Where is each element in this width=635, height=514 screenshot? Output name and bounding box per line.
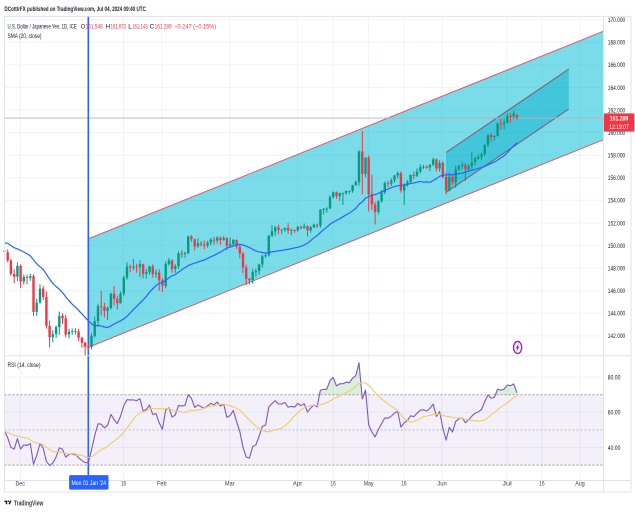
svg-text:H: H xyxy=(106,24,111,31)
svg-text:Mar: Mar xyxy=(225,480,235,487)
svg-text:161.673: 161.673 xyxy=(111,24,127,31)
svg-text:158.000: 158.000 xyxy=(608,153,626,160)
svg-text:161.289: 161.289 xyxy=(155,24,172,31)
svg-text:148.000: 148.000 xyxy=(608,265,626,272)
svg-text:DCottlrFX published on Trading: DCottlrFX published on TradingView.com, … xyxy=(4,6,146,13)
svg-text:160.000: 160.000 xyxy=(608,130,626,137)
svg-text:166.000: 166.000 xyxy=(608,62,626,69)
svg-text:40.00: 40.00 xyxy=(608,445,621,452)
svg-text:144.000: 144.000 xyxy=(608,311,626,318)
svg-text:Apr: Apr xyxy=(293,480,303,487)
svg-text:16: 16 xyxy=(401,480,406,487)
svg-text:142.000: 142.000 xyxy=(608,333,626,340)
svg-text:146.000: 146.000 xyxy=(608,288,626,295)
svg-text:12:19:07: 12:19:07 xyxy=(609,124,629,131)
svg-text:Jun: Jun xyxy=(437,480,447,487)
svg-text:150.000: 150.000 xyxy=(608,243,626,250)
svg-text:16: 16 xyxy=(539,480,544,487)
svg-text:Jul: Jul xyxy=(502,480,512,487)
svg-text:TradingView: TradingView xyxy=(14,500,44,507)
svg-text:161.143: 161.143 xyxy=(132,24,148,31)
svg-text:16: 16 xyxy=(331,480,336,487)
svg-text:161.548: 161.548 xyxy=(86,24,103,31)
svg-text:Aug: Aug xyxy=(575,480,585,487)
svg-text:Dec: Dec xyxy=(15,480,25,487)
svg-text:Feb: Feb xyxy=(157,480,167,487)
svg-text:−0.247 (−0.15%): −0.247 (−0.15%) xyxy=(174,24,216,31)
svg-text:60.00: 60.00 xyxy=(608,410,621,417)
svg-text:May: May xyxy=(364,480,374,487)
svg-text:RSI (14, close): RSI (14, close) xyxy=(8,362,41,369)
svg-text:Mon 01 Jan '24: Mon 01 Jan '24 xyxy=(72,480,107,487)
svg-text:O: O xyxy=(81,24,85,31)
svg-text:16: 16 xyxy=(121,480,126,487)
svg-text:161.289: 161.289 xyxy=(610,115,629,122)
svg-text:162.000: 162.000 xyxy=(608,107,626,114)
svg-text:80.00: 80.00 xyxy=(608,374,621,381)
svg-text:164.000: 164.000 xyxy=(608,85,626,92)
svg-text:152.000: 152.000 xyxy=(608,220,626,227)
svg-text:154.000: 154.000 xyxy=(608,198,626,205)
svg-text:168.000: 168.000 xyxy=(608,40,626,47)
svg-text:L: L xyxy=(128,24,132,31)
svg-text:156.000: 156.000 xyxy=(608,175,626,182)
svg-text:U.S. Dollar / Japanese Yen, 1D: U.S. Dollar / Japanese Yen, 1D, ICE xyxy=(8,24,78,31)
svg-text:170.000: 170.000 xyxy=(608,17,626,24)
svg-text:C: C xyxy=(150,24,155,31)
svg-text:SMA (20, close): SMA (20, close) xyxy=(8,33,42,40)
